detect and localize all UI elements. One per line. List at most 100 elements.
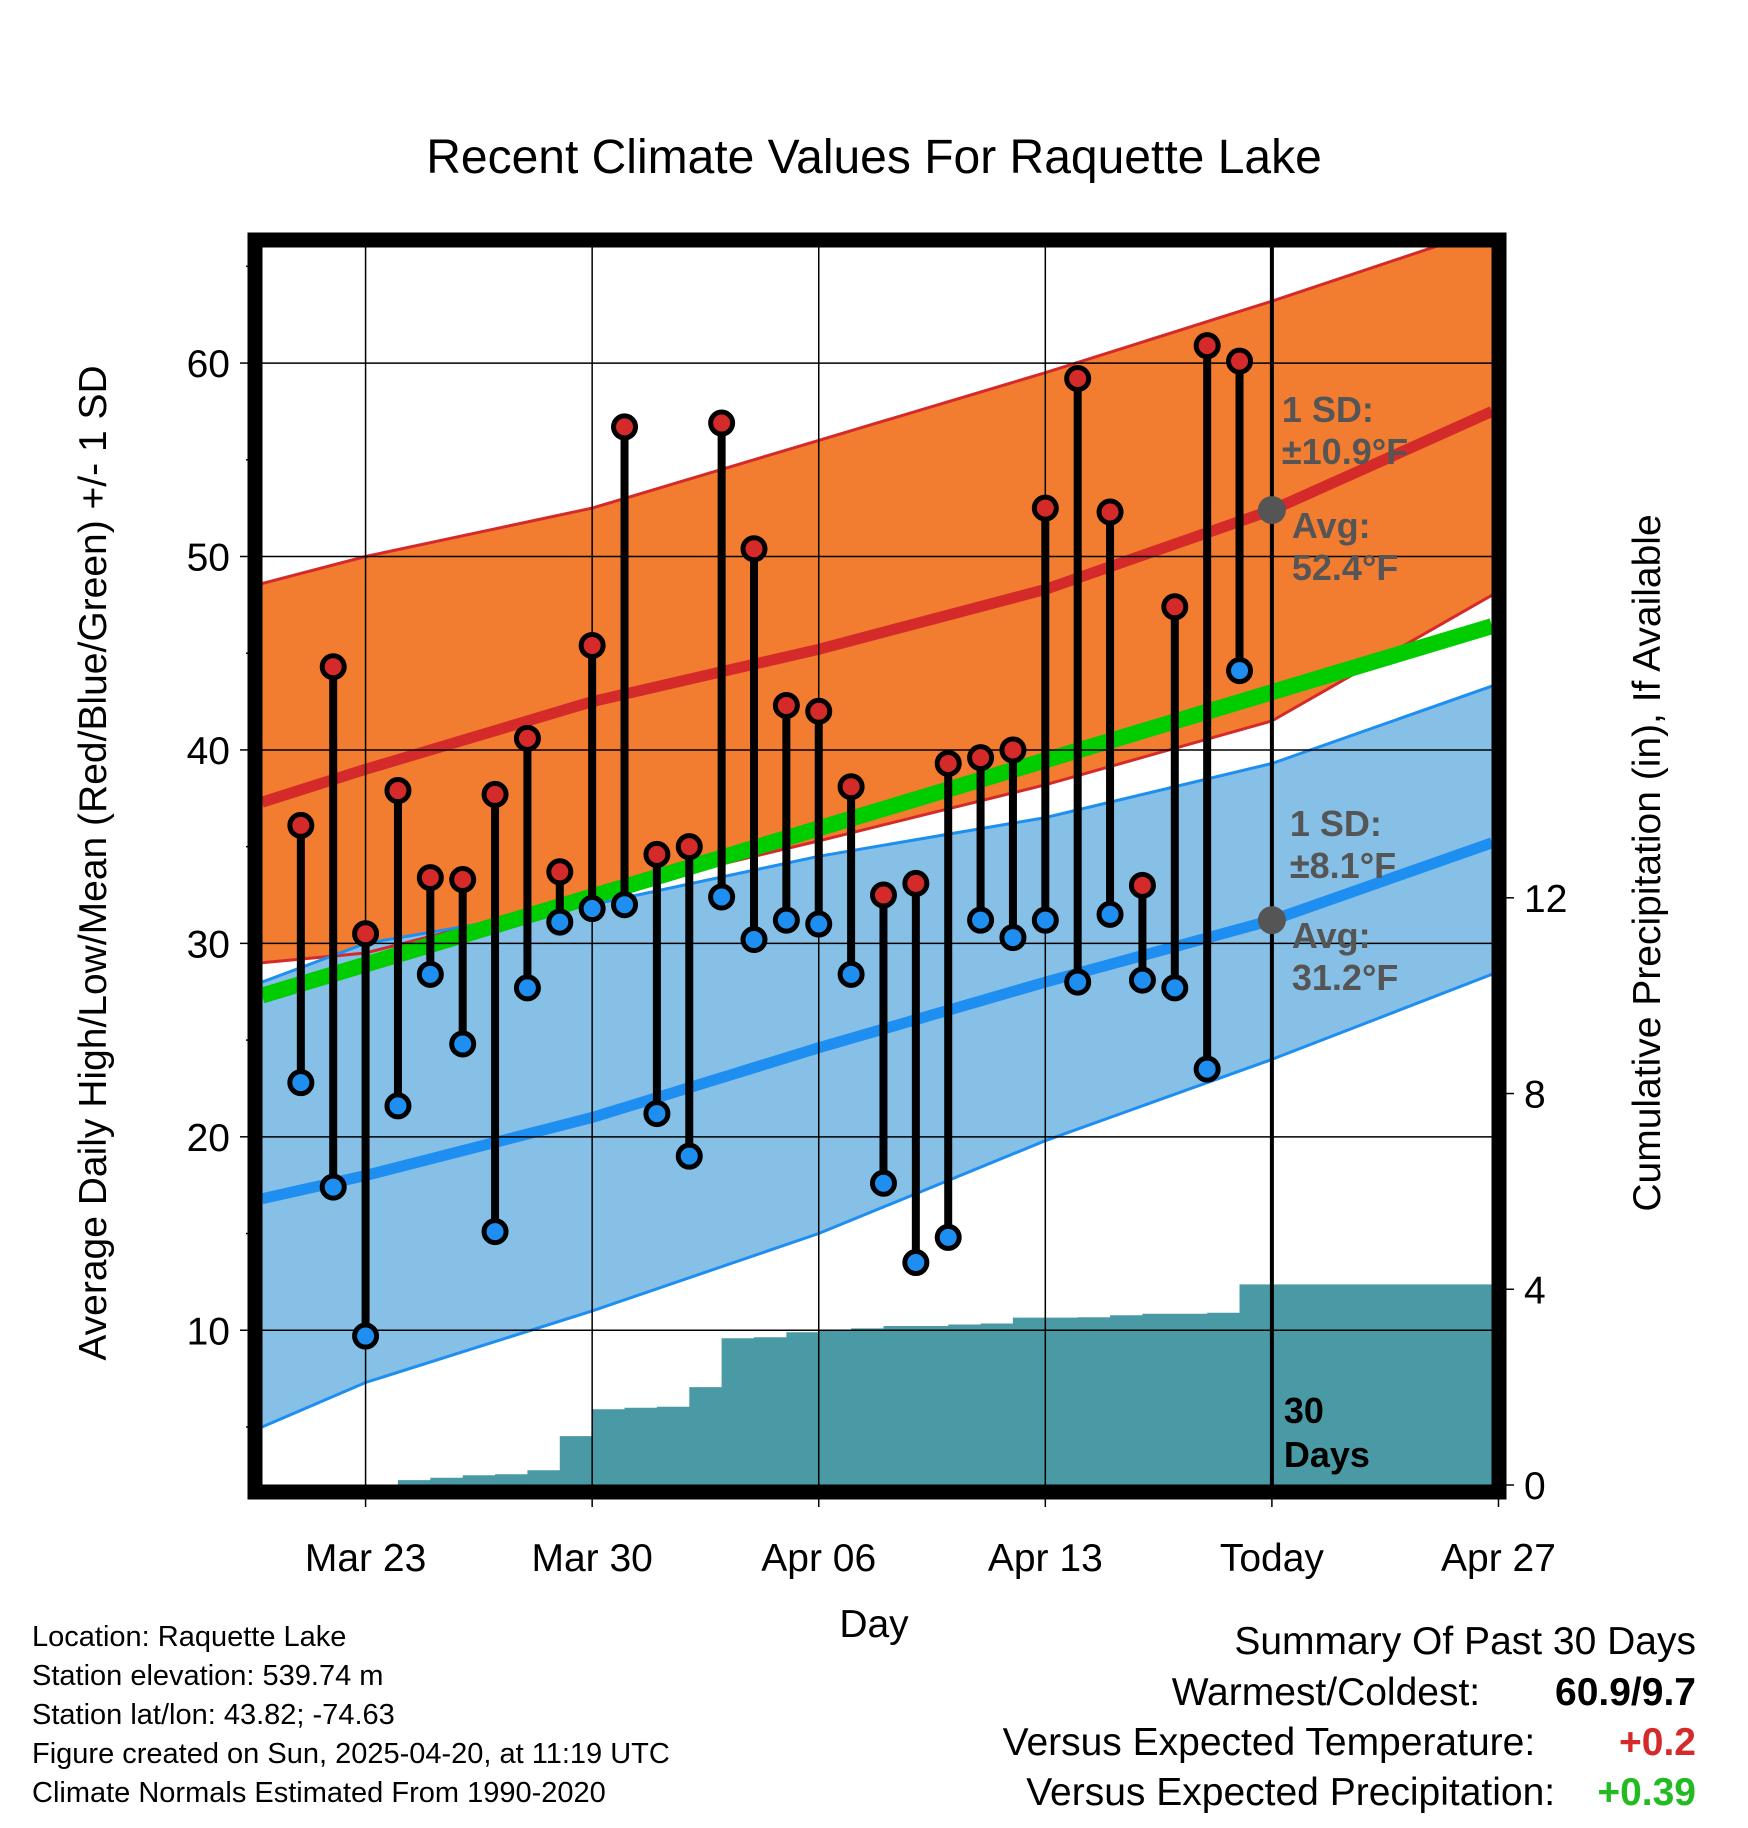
today-low-avg-marker xyxy=(1257,906,1286,935)
precip-label: Versus Expected Precipitation: xyxy=(1026,1771,1556,1814)
daily-low-point xyxy=(513,974,541,1002)
y2-axis-label: Cumulative Precipitation (in), If Availa… xyxy=(1626,514,1669,1211)
daily-high-point xyxy=(805,697,833,725)
today-days-label: 30 Days xyxy=(1284,1390,1370,1475)
temp-row: Versus Expected Temperature: +0.2 xyxy=(1003,1718,1696,1768)
daily-low-point xyxy=(967,906,995,934)
location-text: Location: Raquette Lake xyxy=(32,1621,347,1653)
daily-low-point xyxy=(934,1223,962,1251)
precip-row: Versus Expected Precipitation: +0.39 xyxy=(1003,1768,1696,1818)
high-sd-band xyxy=(262,247,1492,963)
daily-low-point xyxy=(999,924,1027,952)
daily-high-point xyxy=(449,866,477,894)
daily-low-point xyxy=(384,1092,412,1120)
x-axis-label: Day xyxy=(839,1603,909,1646)
y2-tick-label: 4 xyxy=(1524,1269,1546,1312)
daily-high-point xyxy=(902,869,930,897)
warmest-label: Warmest/Coldest: xyxy=(1171,1671,1481,1714)
y-tick-label: 30 xyxy=(187,923,230,966)
x-tick-label: Mar 30 xyxy=(531,1537,652,1580)
summary-title: Summary Of Past 30 Days xyxy=(1234,1620,1696,1663)
daily-low-point xyxy=(643,1100,671,1128)
daily-high-point xyxy=(481,780,509,808)
daily-high-point xyxy=(1096,498,1124,526)
daily-high-point xyxy=(1031,494,1059,522)
daily-high-point xyxy=(708,409,736,437)
daily-high-point xyxy=(675,833,703,861)
daily-high-point xyxy=(643,840,671,868)
daily-low-point xyxy=(1226,657,1254,685)
y-tick-label: 50 xyxy=(187,537,230,580)
y-tick-label: 10 xyxy=(187,1310,230,1353)
daily-low-point xyxy=(319,1173,347,1201)
daily-high-point xyxy=(1064,365,1092,393)
temp-label: Versus Expected Temperature: xyxy=(1002,1721,1536,1764)
daily-low-point xyxy=(287,1069,315,1097)
y-tick-label: 40 xyxy=(187,730,230,773)
daily-low-point xyxy=(352,1322,380,1350)
daily-low-point xyxy=(869,1169,897,1197)
x-tick-label: Mar 23 xyxy=(305,1537,426,1580)
daily-low-point xyxy=(1161,974,1189,1002)
today-high-avg-marker xyxy=(1257,496,1286,525)
daily-high-point xyxy=(513,724,541,752)
daily-low-point xyxy=(481,1218,509,1246)
y-tick-label: 20 xyxy=(187,1117,230,1160)
x-tick-label: Today xyxy=(1220,1537,1325,1580)
low-sd-annotation: 1 SD: ±8.1°F xyxy=(1290,803,1396,886)
temp-value: +0.2 xyxy=(1619,1721,1696,1764)
daily-high-point xyxy=(352,920,380,948)
x-tick-label: Apr 13 xyxy=(988,1537,1103,1580)
daily-low-point xyxy=(546,908,574,936)
elevation-text: Station elevation: 539.74 m xyxy=(32,1660,384,1692)
daily-high-point xyxy=(611,413,639,441)
high-sd-annotation: 1 SD: ±10.9°F xyxy=(1282,389,1408,472)
daily-low-point xyxy=(1096,900,1124,928)
daily-low-point xyxy=(1064,968,1092,996)
daily-high-point xyxy=(1128,871,1156,899)
y2-tick-label: 0 xyxy=(1524,1465,1546,1508)
high-avg-annotation: Avg: 52.4°F xyxy=(1292,505,1398,588)
normals-text: Climate Normals Estimated From 1990-2020 xyxy=(32,1777,606,1809)
daily-low-point xyxy=(611,891,639,919)
low-avg-annotation: Avg: 31.2°F xyxy=(1292,915,1398,998)
daily-high-point xyxy=(869,881,897,909)
daily-low-point xyxy=(805,910,833,938)
daily-low-point xyxy=(675,1142,703,1170)
daily-low-point xyxy=(1193,1055,1221,1083)
daily-high-point xyxy=(578,631,606,659)
daily-high-point xyxy=(772,691,800,719)
daily-low-point xyxy=(1031,906,1059,934)
daily-high-point xyxy=(319,653,347,681)
daily-low-point xyxy=(772,906,800,934)
daily-high-point xyxy=(546,858,574,886)
daily-high-point xyxy=(1226,347,1254,375)
daily-high-point xyxy=(837,773,865,801)
y-tick-label: 60 xyxy=(187,343,230,386)
daily-low-point xyxy=(837,960,865,988)
x-tick-label: Apr 06 xyxy=(761,1537,876,1580)
daily-high-point xyxy=(1161,593,1189,621)
plot-frame xyxy=(247,232,1507,1500)
y2-tick-label: 8 xyxy=(1524,1074,1546,1117)
daily-low-point xyxy=(708,883,736,911)
daily-low-point xyxy=(416,960,444,988)
daily-low-point xyxy=(578,895,606,923)
y-axis-label: Average Daily High/Low/Mean (Red/Blue/Gr… xyxy=(72,365,115,1360)
precip-value: +0.39 xyxy=(1597,1771,1696,1814)
summary-panel: Summary Of Past 30 Days Warmest/Coldest:… xyxy=(1003,1616,1696,1818)
station-info: Location: Raquette Lake Station elevatio… xyxy=(32,1618,670,1813)
precip-area xyxy=(300,1284,1492,1485)
daily-high-point xyxy=(287,811,315,839)
daily-low-point xyxy=(449,1030,477,1058)
daily-high-point xyxy=(1193,332,1221,360)
chart-title: Recent Climate Values For Raquette Lake xyxy=(426,131,1322,184)
x-tick-label: Apr 27 xyxy=(1441,1537,1556,1580)
low-sd-band xyxy=(262,686,1492,1427)
daily-high-point xyxy=(416,864,444,892)
daily-high-point xyxy=(999,736,1027,764)
warmest-value: 60.9/9.7 xyxy=(1555,1671,1696,1714)
daily-high-point xyxy=(384,777,412,805)
daily-low-point xyxy=(902,1249,930,1277)
